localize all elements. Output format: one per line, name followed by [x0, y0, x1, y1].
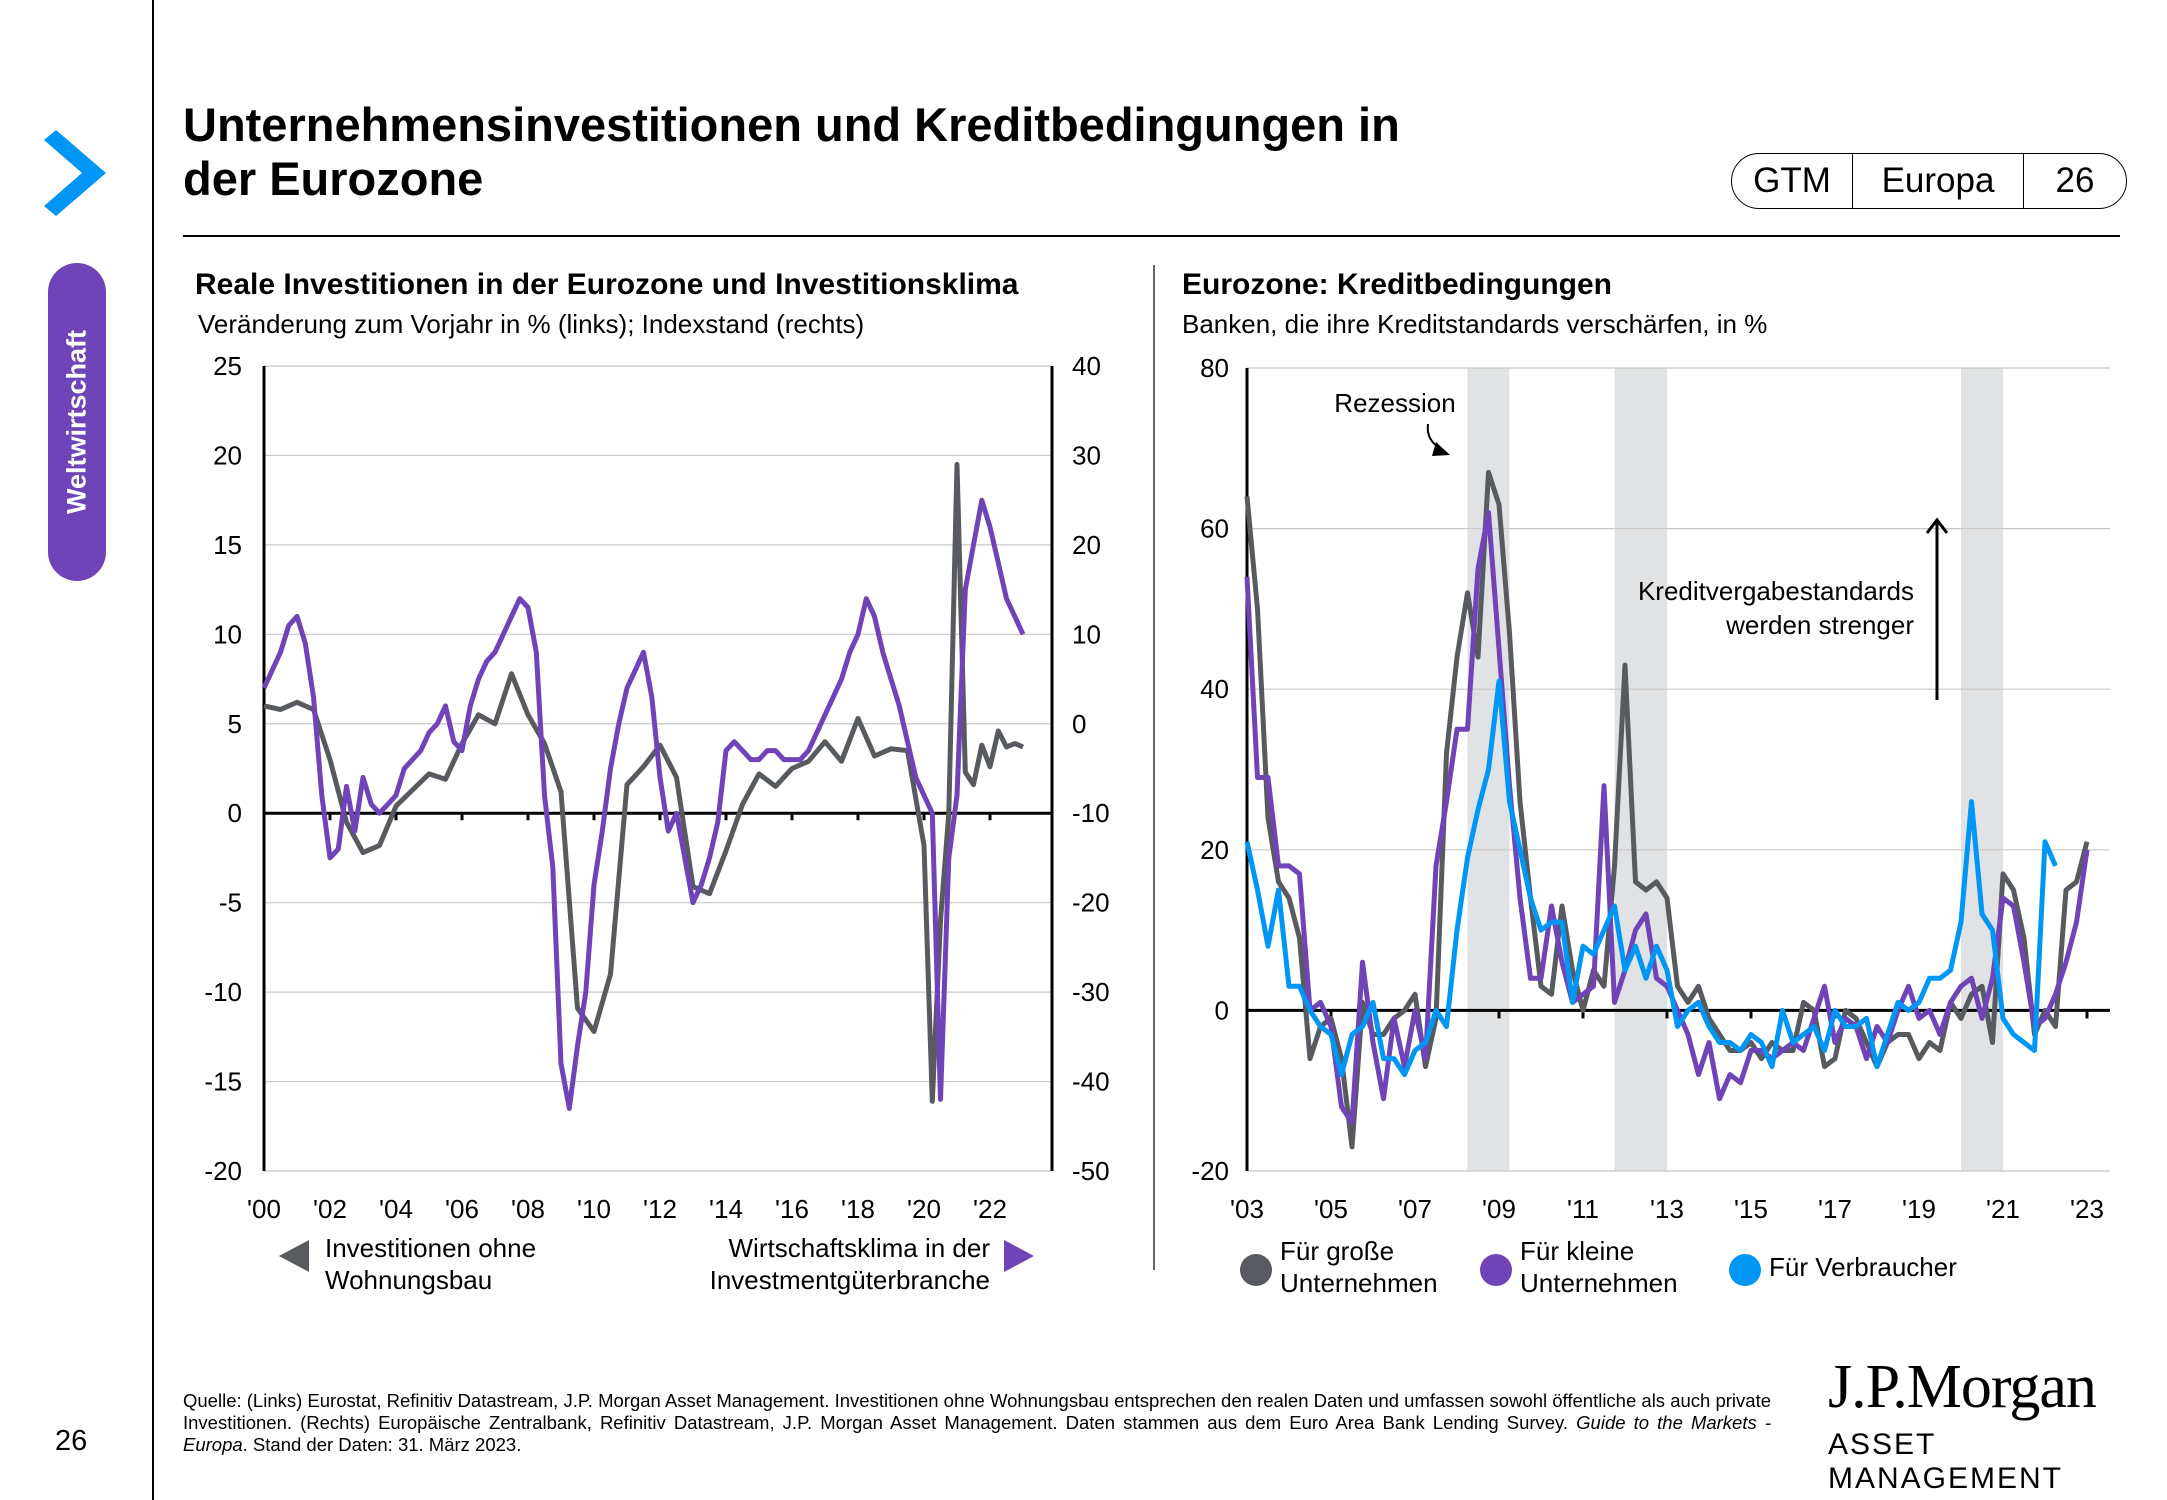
y-tick-label-right: -50	[1072, 1156, 1110, 1186]
tag-region: Europa	[1853, 154, 2024, 208]
source-footnote: Quelle: (Links) Eurostat, Refinitiv Data…	[183, 1390, 1771, 1455]
x-tick-label: '22	[973, 1194, 1007, 1224]
legend-label-climate: Wirtschaftsklima in der Investmentgüterb…	[709, 1233, 990, 1295]
y-tick-label: 60	[1200, 514, 1229, 544]
x-tick-label: '04	[379, 1194, 413, 1224]
x-tick-label: '14	[709, 1194, 743, 1224]
page-tag: GTM Europa 26	[1731, 153, 2127, 209]
page-title-line-1: Unternehmensinvestitionen und Kreditbedi…	[183, 98, 1400, 151]
y-tick-label-right: 30	[1072, 440, 1101, 470]
legend-marker-small-firms	[1480, 1254, 1512, 1286]
tag-page: 26	[2055, 161, 2095, 200]
y-tick-label-right: -30	[1072, 977, 1110, 1007]
left-chart-title: Reale Investitionen in der Eurozone und …	[195, 268, 1019, 301]
left-chart: 25 20 15 10 5 0 -5 -10 -15 -20 40 30 20 10 0 -10 -20 -30 -…	[204, 351, 1109, 1224]
right-chart-subtitle: Banken, die ihre Kreditstandards verschä…	[1182, 309, 1768, 339]
x-tick-label: '17	[1818, 1194, 1852, 1224]
x-tick-label: '13	[1650, 1194, 1684, 1224]
y-tick-label: -20	[1191, 1156, 1229, 1186]
x-tick-label: '06	[445, 1194, 479, 1224]
recession-band	[1961, 368, 2003, 1171]
y-tick-label: 0	[1215, 995, 1229, 1025]
x-tick-label: '03	[1230, 1194, 1264, 1224]
y-tick-label-right: 20	[1072, 530, 1101, 560]
page-title-line-2: der Eurozone	[183, 152, 484, 205]
x-tick-label: '00	[247, 1194, 281, 1224]
legend-label-investment: Investitionen ohne Wohnungsbau	[325, 1233, 537, 1295]
x-tick-label: '15	[1734, 1194, 1768, 1224]
x-tick-label: '10	[577, 1194, 611, 1224]
y-tick-label-left: 15	[213, 530, 242, 560]
y-tick-label-right: 0	[1072, 709, 1086, 739]
y-tick-label: 80	[1200, 353, 1229, 383]
annotation-tightening-line-2: werden strenger	[1725, 610, 1914, 640]
annotation-tightening-line-1: Kreditvergabestandards	[1638, 576, 1914, 606]
x-tick-label: '16	[775, 1194, 809, 1224]
series-line-climate	[261, 497, 1026, 1111]
x-tick-label: '07	[1398, 1194, 1432, 1224]
legend-label-consumers: Für Verbraucher	[1769, 1252, 1957, 1282]
asset-management-wordmark: ASSET MANAGEMENT	[1828, 1428, 2064, 1495]
legend-label-small-firms: Für kleine Unternehmen	[1520, 1236, 1678, 1298]
y-tick-label: 40	[1200, 674, 1229, 704]
annotation-recession: Rezession	[1334, 388, 1455, 418]
left-chart-subtitle: Veränderung zum Vorjahr in % (links); In…	[198, 309, 865, 339]
chevron-right-icon[interactable]	[40, 128, 110, 218]
y-tick-label-left: 10	[213, 619, 242, 649]
header-rule	[183, 235, 2120, 237]
right-chart: 80 60 40 20 0 -20'03 '05 '07 '09 '11 '13 '15 '17 '19 '…	[1191, 353, 2110, 1224]
x-tick-label: '11	[1567, 1194, 1599, 1224]
y-tick-label-left: 25	[213, 351, 242, 381]
recession-band	[1614, 368, 1667, 1171]
legend-marker-climate	[1004, 1240, 1034, 1272]
x-tick-label: '09	[1482, 1194, 1516, 1224]
x-tick-label: '18	[841, 1194, 875, 1224]
y-tick-label: 20	[1200, 835, 1229, 865]
x-tick-label: '12	[643, 1194, 677, 1224]
y-tick-label-left: -15	[204, 1067, 242, 1097]
x-tick-label: '23	[2070, 1194, 2104, 1224]
page-number: 26	[55, 1425, 88, 1457]
legend-label-large-firms: Für große Unternehmen	[1280, 1236, 1438, 1298]
legend-marker-large-firms	[1240, 1254, 1272, 1286]
section-tab-weltwirtschaft[interactable]: Weltwirtschaft	[48, 263, 106, 581]
right-chart-title: Eurozone: Kreditbedingungen	[1182, 268, 1612, 301]
y-tick-label-right: -40	[1072, 1067, 1110, 1097]
legend-marker-consumers	[1729, 1254, 1761, 1286]
chart-divider	[1153, 265, 1155, 1270]
x-tick-label: '19	[1902, 1194, 1936, 1224]
y-tick-label-left: 5	[228, 709, 242, 739]
sidebar-divider	[152, 0, 154, 1500]
arrow-up-head	[1925, 517, 1949, 534]
x-tick-label: '08	[511, 1194, 545, 1224]
jpmorgan-logo: J.P.Morgan	[1828, 1353, 2097, 1421]
x-tick-label: '05	[1314, 1194, 1348, 1224]
x-tick-label: '02	[313, 1194, 347, 1224]
tag-gtm: GTM	[1732, 154, 1853, 208]
y-tick-label-right: -20	[1072, 888, 1110, 918]
page-title: Unternehmensinvestitionen und Kreditbedi…	[183, 98, 1583, 206]
series-line-consumers	[1244, 678, 2058, 1078]
annotation-arrowhead	[1432, 442, 1450, 456]
y-tick-label-right: 10	[1072, 619, 1101, 649]
y-tick-label-left: -5	[219, 888, 242, 918]
series-line-investment	[263, 461, 1024, 1104]
y-tick-label-right: -10	[1072, 798, 1110, 828]
x-tick-label: '20	[907, 1194, 941, 1224]
legend-marker-investment	[279, 1240, 309, 1272]
x-tick-label: '21	[1986, 1194, 2020, 1224]
y-tick-label-right: 40	[1072, 351, 1101, 381]
y-tick-label-left: -10	[204, 977, 242, 1007]
y-tick-label-left: 20	[213, 440, 242, 470]
series-line-small-firms	[1244, 510, 2090, 1126]
y-tick-label-left: -20	[204, 1156, 242, 1186]
y-tick-label-left: 0	[228, 798, 242, 828]
